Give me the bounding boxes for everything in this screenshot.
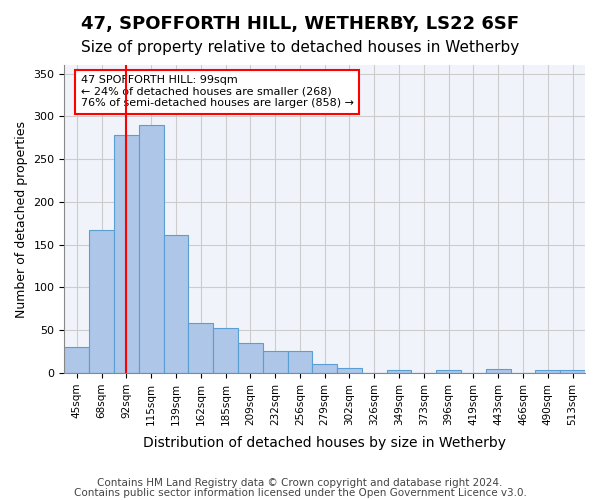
Bar (535, 370, 560, 373)
X-axis label: Distribution of detached houses by size in Wetherby: Distribution of detached houses by size … (143, 436, 506, 450)
Text: Size of property relative to detached houses in Wetherby: Size of property relative to detached ho… (81, 40, 519, 55)
Bar (386, 370, 412, 373)
Bar (337, 368, 362, 373)
Bar (287, 351, 313, 373)
Bar (263, 351, 287, 373)
Bar (560, 370, 585, 373)
Text: Contains HM Land Registry data © Crown copyright and database right 2024.: Contains HM Land Registry data © Crown c… (97, 478, 503, 488)
Bar (164, 236, 188, 373)
Text: 47 SPOFFORTH HILL: 99sqm
← 24% of detached houses are smaller (268)
76% of semi-: 47 SPOFFORTH HILL: 99sqm ← 24% of detach… (80, 76, 353, 108)
Text: Contains public sector information licensed under the Open Government Licence v3: Contains public sector information licen… (74, 488, 526, 498)
Bar (238, 343, 263, 373)
Text: 47, SPOFFORTH HILL, WETHERBY, LS22 6SF: 47, SPOFFORTH HILL, WETHERBY, LS22 6SF (81, 15, 519, 33)
Bar (313, 364, 337, 373)
Bar (89, 230, 114, 373)
Bar (139, 125, 164, 373)
Bar (486, 369, 511, 373)
Bar (213, 328, 238, 373)
Bar (188, 322, 213, 373)
Y-axis label: Number of detached properties: Number of detached properties (15, 120, 28, 318)
Bar (114, 135, 139, 373)
Bar (64, 348, 89, 373)
Bar (436, 370, 461, 373)
